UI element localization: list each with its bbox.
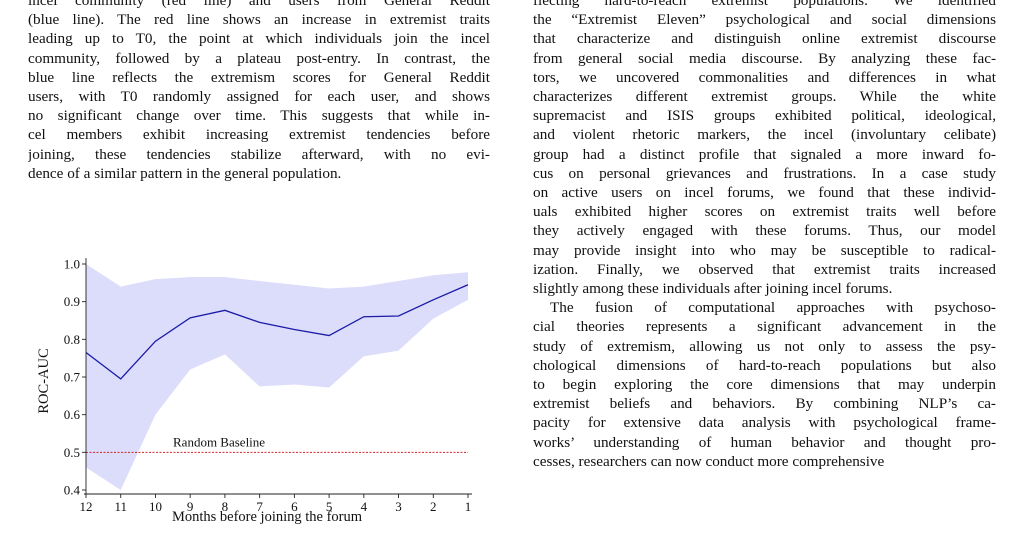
x-tick-label: 4: [361, 499, 368, 514]
x-tick-label: 9: [187, 499, 194, 514]
y-tick-label: 0.9: [64, 294, 80, 309]
text-line: may provide insight into who may be susc…: [533, 241, 996, 259]
text-line: study of extremism, allowing us not only…: [533, 337, 996, 355]
conclusion-paragraph: flecting hard-to-reach extremist populat…: [533, 0, 996, 298]
x-tick-label: 6: [291, 499, 298, 514]
x-tick-label: 1: [465, 499, 472, 514]
y-tick-label: 1.0: [64, 257, 80, 272]
y-tick-label: 0.7: [64, 370, 81, 385]
y-tick-label: 0.8: [64, 332, 80, 347]
random-baseline-label: Random Baseline: [173, 434, 265, 449]
text-line: The fusion of computational approaches w…: [550, 299, 996, 317]
text-line: they actively engaged with these forums.…: [533, 222, 996, 240]
text-line: to begin exploring the core dimensions t…: [533, 376, 996, 394]
text-line: on active users on incel forums, we foun…: [533, 184, 996, 202]
text-line: (blue line). The red line shows an incre…: [28, 11, 490, 29]
text-line: cel members exhibit increasing extremist…: [28, 126, 490, 144]
x-axis-label: Months before joining the forum: [172, 509, 363, 525]
text-line: leading up to T0, the point at which ind…: [28, 30, 490, 48]
confidence-band: [86, 264, 468, 490]
text-line: and violent rhetoric markers, the incel …: [533, 126, 996, 144]
text-line: flecting hard-to-reach extremist populat…: [533, 0, 996, 9]
text-line: uals exhibited higher scores on extremis…: [533, 203, 996, 221]
body-paragraph: incel community (red line) and users fro…: [28, 0, 490, 183]
text-line: works’ understanding of human behavior a…: [533, 433, 996, 451]
text-line: cus on personal grievances and frustrati…: [533, 164, 996, 182]
text-line: users, with T0 randomly assigned for eac…: [28, 88, 490, 106]
right-column-text: flecting hard-to-reach extremist populat…: [533, 0, 996, 471]
text-line: community, followed by a plateau post-en…: [28, 49, 490, 67]
x-tick-label: 2: [430, 499, 437, 514]
x-tick-label: 12: [80, 499, 93, 514]
text-line: incel community (red line) and users fro…: [28, 0, 490, 9]
x-tick-label: 5: [326, 499, 333, 514]
text-line: joining, these tendencies stabilize afte…: [28, 145, 490, 163]
text-line: cial theories represents a significant a…: [533, 318, 996, 336]
text-line: chological dimensions of hard-to-reach p…: [533, 356, 996, 374]
text-line: from general social media discourse. By …: [533, 49, 996, 67]
x-tick-label: 3: [395, 499, 402, 514]
text-line: tors, we uncovered commonalities and dif…: [533, 68, 996, 86]
y-axis-label: ROC-AUC: [36, 348, 52, 413]
x-tick-label: 10: [149, 499, 162, 514]
text-line: no significant change over time. This su…: [28, 107, 490, 125]
text-line: characterizes different extremist groups…: [533, 88, 996, 106]
x-tick-label: 11: [114, 499, 127, 514]
text-line: cesses, researchers can now conduct more…: [533, 452, 885, 470]
text-line: blue line reflects the extremism scores …: [28, 68, 490, 86]
text-line: pacity for extensive data analysis with …: [533, 414, 996, 432]
y-tick-label: 0.5: [64, 445, 80, 460]
text-line: supremacist and ISIS groups exhibited po…: [533, 107, 996, 125]
y-tick-label: 0.4: [64, 483, 81, 498]
text-line: the “Extremist Eleven” psychological and…: [533, 11, 996, 29]
x-tick-label: 8: [222, 499, 229, 514]
text-line: extremist beliefs and behaviors. By comb…: [533, 395, 996, 413]
y-tick-label: 0.6: [64, 407, 81, 422]
text-line: that characterize and distinguish online…: [533, 30, 996, 48]
text-line: ization. Finally, we observed that extre…: [533, 260, 996, 278]
fusion-paragraph: The fusion of computational approaches w…: [533, 298, 996, 471]
text-line: slightly among these individuals after j…: [533, 280, 893, 298]
text-line: dence of a similar pattern in the genera…: [28, 164, 342, 182]
text-line: group had a distinct profile that signal…: [533, 145, 996, 163]
x-tick-label: 7: [256, 499, 263, 514]
figure-roc-auc: Random Baseline 0.4 0.5 0.6 0.7 0.8 0.9 1.0 12 11…: [28, 250, 490, 538]
roc-auc-series-line: [85, 284, 469, 380]
